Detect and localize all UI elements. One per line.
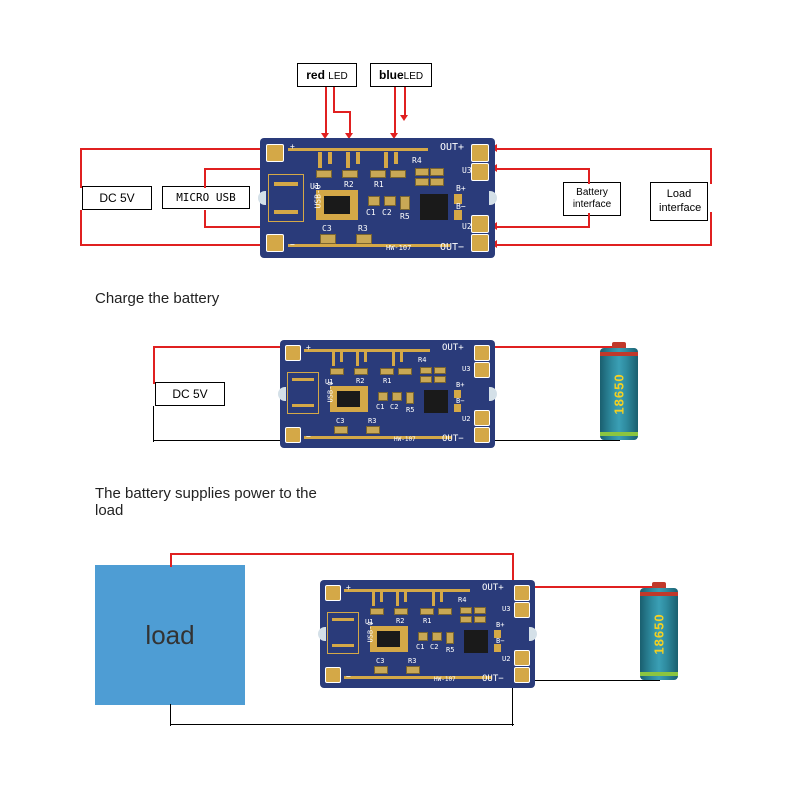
section-charge-title: Charge the battery <box>95 290 219 307</box>
micro-usb-label: MICRO USB <box>162 186 250 209</box>
blue-led-label: blueLED <box>370 63 432 87</box>
load-box: load <box>95 565 245 705</box>
dc5v-label-2: DC 5V <box>155 382 225 406</box>
battery-interface-label: Battery interface <box>563 182 621 216</box>
pcb-board-2: + − USB-0 U1 R2 R1 C1 C2 R5 C3 R3 R4 OUT… <box>280 340 495 448</box>
led-arrow <box>325 87 327 135</box>
pcb-board-1: + − USB-0 U1 R2 R1 C1 C2 R5 C3 R3 R4 OUT… <box>260 138 495 258</box>
section-supply-title: The battery supplies power to the load <box>95 485 335 519</box>
red-led-label: red LED <box>297 63 357 87</box>
dc5v-label: DC 5V <box>82 186 152 210</box>
load-interface-label: Load interface <box>650 182 708 221</box>
battery-2: 18650 <box>640 588 678 680</box>
pcb-board-3: + − USB-0 U1 R2 R1 C1 C2 R5 C3 R3 R4 OUT… <box>320 580 535 688</box>
battery-1: 18650 <box>600 348 638 440</box>
